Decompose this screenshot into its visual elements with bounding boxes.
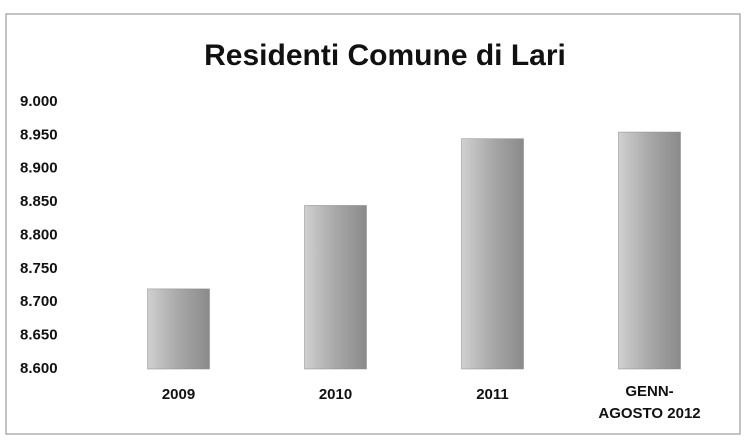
y-tick-label: 8.900 <box>20 160 58 177</box>
y-tick-label: 8.850 <box>20 193 58 210</box>
x-tick-label: 2009 <box>161 386 196 403</box>
x-tick-label: 2010 <box>318 386 353 403</box>
y-tick-label: 9.000 <box>20 93 58 110</box>
bar <box>618 131 681 370</box>
y-tick-label: 8.650 <box>20 327 58 344</box>
y-tick-label: 8.950 <box>20 126 58 143</box>
x-tick-label: GENN-AGOSTO 2012 <box>598 383 701 422</box>
bar <box>304 205 367 370</box>
y-tick-label: 8.800 <box>20 226 58 243</box>
chart-border <box>5 13 741 435</box>
y-tick-label: 8.700 <box>20 293 58 310</box>
y-tick-label: 8.600 <box>20 360 58 377</box>
x-tick-label: 2011 <box>476 386 509 403</box>
bar <box>147 288 210 370</box>
y-tick-label: 8.750 <box>20 260 58 277</box>
chart-title: Residenti Comune di Lari <box>204 39 566 72</box>
bar <box>461 138 524 370</box>
